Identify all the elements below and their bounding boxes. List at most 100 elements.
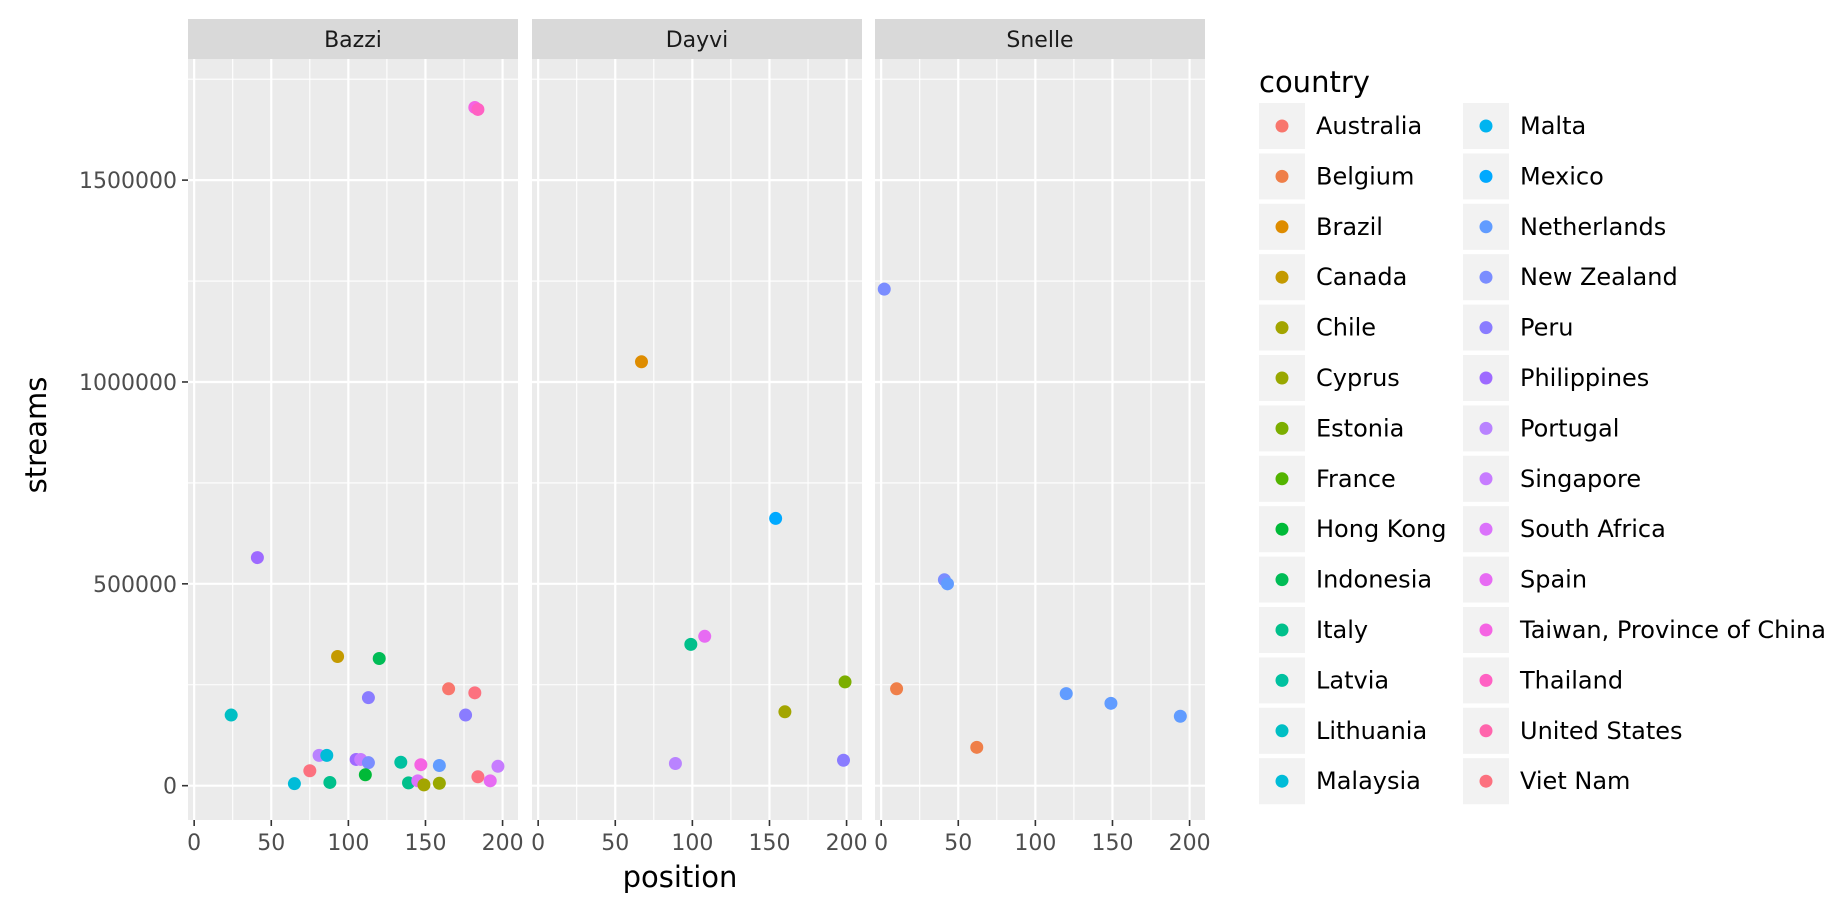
legend-label: Malta bbox=[1520, 112, 1586, 140]
data-point-latvia bbox=[394, 755, 408, 769]
legend-item-singapore: Singapore bbox=[1463, 455, 1641, 502]
legend-key-dot bbox=[1479, 270, 1493, 284]
legend-item-netherlands: Netherlands bbox=[1463, 203, 1666, 250]
x-tick-label: 200 bbox=[1169, 831, 1211, 856]
panel-background bbox=[188, 59, 518, 820]
legend-label: Canada bbox=[1316, 263, 1407, 291]
legend-label: Viet Nam bbox=[1520, 767, 1630, 795]
data-point-cyprus bbox=[432, 776, 446, 790]
legend-key-dot bbox=[1479, 169, 1493, 183]
legend-key-dot bbox=[1479, 472, 1493, 486]
data-point-new-zealand bbox=[361, 756, 375, 770]
legend-key-dot bbox=[1479, 421, 1493, 435]
legend-label: Netherlands bbox=[1520, 213, 1666, 241]
legend-key-dot bbox=[1275, 724, 1289, 738]
x-tick-label: 200 bbox=[482, 831, 524, 856]
legend-label: Singapore bbox=[1520, 465, 1641, 493]
x-tick-label: 100 bbox=[1014, 831, 1056, 856]
data-point-canada bbox=[331, 649, 345, 663]
x-tick-label: 50 bbox=[944, 831, 972, 856]
legend-key-dot bbox=[1479, 371, 1493, 385]
data-point-netherlands bbox=[940, 577, 954, 591]
y-axis-title: streams bbox=[19, 377, 53, 494]
data-point-malaysia bbox=[320, 748, 334, 762]
legend-title: country bbox=[1259, 65, 1370, 99]
legend-item-canada: Canada bbox=[1259, 254, 1407, 301]
data-point-netherlands bbox=[432, 758, 446, 772]
data-point-portugal bbox=[668, 756, 682, 770]
legend-item-malaysia: Malaysia bbox=[1259, 758, 1421, 805]
legend-item-peru: Peru bbox=[1463, 304, 1573, 351]
legend-item-france: France bbox=[1259, 455, 1396, 502]
legend-label: Thailand bbox=[1519, 666, 1623, 694]
legend-label: Portugal bbox=[1520, 414, 1619, 442]
legend-item-portugal: Portugal bbox=[1463, 405, 1619, 452]
x-tick-label: 200 bbox=[826, 831, 868, 856]
legend-label: Brazil bbox=[1316, 213, 1383, 241]
data-point-viet-nam bbox=[471, 770, 485, 784]
legend-item-viet-nam: Viet Nam bbox=[1463, 758, 1630, 805]
data-point-mexico bbox=[769, 511, 783, 525]
data-point-peru bbox=[836, 753, 850, 767]
y-tick-label: 1500000 bbox=[79, 169, 177, 194]
facet-strip bbox=[188, 19, 518, 59]
legend-item-new-zealand: New Zealand bbox=[1463, 254, 1678, 301]
data-point-belgium bbox=[970, 740, 984, 754]
legend-key-dot bbox=[1479, 724, 1493, 738]
data-point-spain bbox=[698, 629, 712, 643]
x-tick-label: 50 bbox=[601, 831, 629, 856]
facet-strip bbox=[875, 19, 1205, 59]
y-tick-label: 0 bbox=[163, 775, 177, 800]
x-tick-label: 150 bbox=[404, 831, 446, 856]
legend-item-mexico: Mexico bbox=[1463, 153, 1604, 200]
legend: country Australia Belgium Brazil Canada Chil… bbox=[1259, 65, 1826, 805]
data-point-lithuania bbox=[224, 708, 238, 722]
legend-label: Spain bbox=[1520, 566, 1587, 594]
data-point-estonia bbox=[838, 675, 852, 689]
legend-key-dot bbox=[1479, 673, 1493, 687]
legend-item-hong-kong: Hong Kong bbox=[1259, 506, 1446, 553]
data-point-australia bbox=[442, 682, 456, 696]
legend-label: Hong Kong bbox=[1316, 515, 1446, 543]
legend-key-dot bbox=[1275, 371, 1289, 385]
legend-key-dot bbox=[1275, 220, 1289, 234]
x-tick-label: 0 bbox=[874, 831, 888, 856]
legend-key-dot bbox=[1275, 119, 1289, 133]
legend-key-dot bbox=[1479, 119, 1493, 133]
legend-key-dot bbox=[1479, 573, 1493, 587]
data-point-netherlands bbox=[1104, 696, 1118, 710]
x-tick-label: 50 bbox=[257, 831, 285, 856]
facet-panel-snelle: Snelle 0 50 100 150 200 bbox=[874, 19, 1211, 856]
legend-label: Indonesia bbox=[1316, 566, 1432, 594]
legend-item-indonesia: Indonesia bbox=[1259, 556, 1432, 603]
legend-item-latvia: Latvia bbox=[1259, 657, 1389, 704]
legend-item-spain: Spain bbox=[1463, 556, 1587, 603]
facet-panel-bazzi: Bazzi 0 50 100 150 200 bbox=[187, 19, 524, 856]
x-tick-label: 150 bbox=[748, 831, 790, 856]
legend-key-dot bbox=[1275, 774, 1289, 788]
facet-strip-label: Bazzi bbox=[324, 28, 382, 53]
data-point-malaysia bbox=[287, 777, 301, 791]
data-point-taiwan-province-of-china bbox=[414, 758, 428, 772]
legend-key-dot bbox=[1275, 623, 1289, 637]
legend-label: Mexico bbox=[1520, 162, 1604, 190]
data-point-hong-kong bbox=[358, 768, 372, 782]
x-tick-label: 100 bbox=[671, 831, 713, 856]
legend-label: Estonia bbox=[1316, 414, 1404, 442]
legend-item-taiwan-province-of-china: Taiwan, Province of China bbox=[1463, 607, 1826, 653]
legend-label: Italy bbox=[1316, 616, 1368, 644]
legend-key-dot bbox=[1275, 421, 1289, 435]
legend-label: United States bbox=[1520, 717, 1683, 745]
data-point-chile bbox=[778, 705, 792, 719]
legend-item-malta: Malta bbox=[1463, 103, 1586, 149]
legend-label: Peru bbox=[1520, 314, 1573, 342]
legend-key-dot bbox=[1275, 673, 1289, 687]
data-point-italy bbox=[684, 637, 698, 651]
legend-item-south-africa: South Africa bbox=[1463, 506, 1666, 553]
y-tick-label: 1000000 bbox=[79, 371, 177, 396]
facet-strip bbox=[532, 19, 862, 59]
x-tick-label: 0 bbox=[531, 831, 545, 856]
legend-label: New Zealand bbox=[1520, 263, 1678, 291]
legend-item-belgium: Belgium bbox=[1259, 153, 1414, 200]
